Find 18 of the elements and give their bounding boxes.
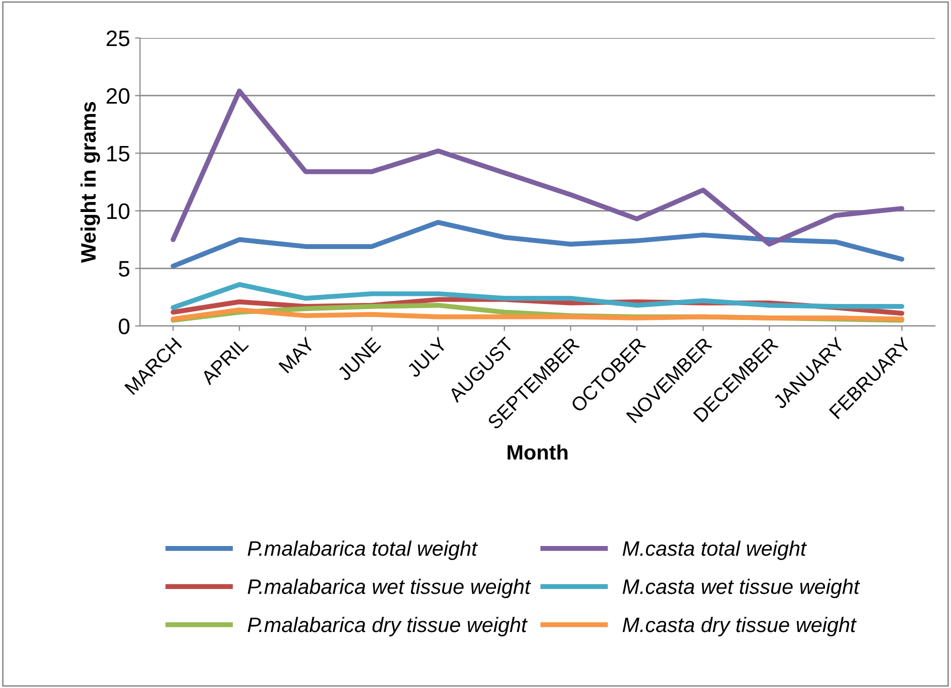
y-tick-label: 10 (107, 203, 130, 220)
line-series (170, 307, 904, 322)
legend-label: P.malabarica total weight (248, 540, 478, 560)
line-series (170, 88, 904, 247)
legend-label: M.casta wet tissue weight (622, 578, 860, 598)
y-tick-label: 15 (107, 146, 130, 162)
legend-label: P.malabarica dry tissue weight (248, 616, 528, 636)
x-axis-title: Month (508, 444, 568, 460)
legend-label: M.casta total weight (622, 540, 807, 560)
y-axis-title: Weight in grams (80, 102, 100, 263)
legend-label: P.malabarica wet tissue weight (248, 578, 532, 598)
y-tick-label: 5 (118, 261, 130, 277)
line-series (170, 220, 904, 269)
legend-label: M.casta dry tissue weight (622, 616, 857, 636)
line-series (170, 282, 904, 310)
y-tick-label: 0 (118, 318, 130, 334)
y-tick-label: 20 (106, 88, 130, 104)
y-tick-label: 25 (106, 30, 130, 46)
